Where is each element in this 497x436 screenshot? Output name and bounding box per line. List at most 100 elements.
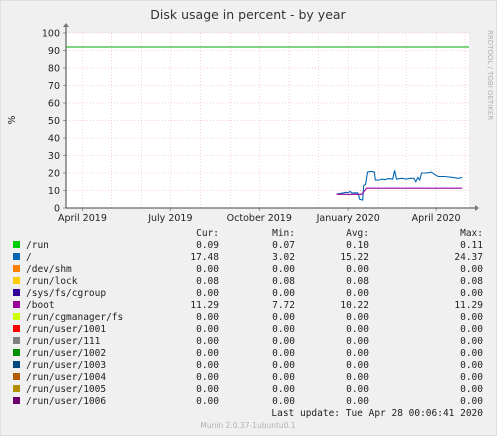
series-lines	[66, 46, 469, 201]
legend-value: 17.48	[190, 252, 219, 263]
legend-value: 10.22	[340, 300, 369, 311]
legend-value: 0.00	[272, 384, 295, 395]
legend-swatch	[13, 253, 20, 260]
legend-series-name: /run/user/1004	[26, 372, 106, 383]
legend-series-name: /run/lock	[26, 276, 78, 287]
legend-value: 3.02	[272, 252, 295, 263]
legend-value: 0.00	[196, 336, 219, 347]
legend-value: 0.00	[346, 360, 369, 371]
legend-swatch	[13, 289, 20, 296]
legend-swatch	[13, 313, 20, 320]
legend-value: 0.00	[346, 312, 369, 323]
y-tick-label: 70	[48, 81, 60, 92]
grid	[66, 32, 469, 209]
legend-value: 0.00	[196, 288, 219, 299]
y-tick-label: 10	[48, 186, 60, 197]
legend-column-header: Avg:	[346, 228, 369, 239]
legend-value: 0.00	[196, 360, 219, 371]
legend-value: 0.00	[460, 372, 483, 383]
legend-value: 0.00	[460, 396, 483, 407]
legend-value: 0.00	[460, 264, 483, 275]
y-tick-label: 40	[48, 134, 60, 145]
y-axis-arrow	[63, 23, 69, 27]
y-tick-label: 100	[42, 29, 60, 40]
rrdtool-watermark: RRDTOOL / TOBI OETIKER	[486, 30, 494, 120]
legend-series-name: /run/user/1005	[26, 384, 106, 395]
legend-value: 0.00	[346, 336, 369, 347]
legend-value: 0.00	[346, 324, 369, 335]
legend-value: 0.00	[272, 360, 295, 371]
legend-value: 0.08	[272, 276, 295, 287]
chart-title: Disk usage in percent - by year	[150, 7, 346, 22]
x-tick-label: April 2019	[58, 213, 107, 224]
legend-series-name: /run/user/1003	[26, 360, 106, 371]
legend-series-name: /run/user/1006	[26, 396, 106, 407]
legend-value: 0.00	[272, 312, 295, 323]
x-tick-label: July 2019	[147, 213, 192, 224]
legend-value: 24.37	[454, 252, 483, 263]
legend-swatch	[13, 337, 20, 344]
legend-value: 0.00	[460, 360, 483, 371]
legend-series-name: /dev/shm	[26, 264, 72, 275]
legend-value: 0.00	[196, 396, 219, 407]
legend-value: 0.00	[196, 384, 219, 395]
legend-swatch	[13, 325, 20, 332]
legend-value: 0.00	[196, 324, 219, 335]
legend-value: 0.11	[460, 240, 483, 251]
legend-value: 0.09	[196, 240, 219, 251]
y-tick-label: 80	[48, 64, 60, 75]
legend-value: 0.00	[460, 288, 483, 299]
legend-value: 0.00	[272, 372, 295, 383]
y-tick-label: 50	[48, 116, 60, 127]
legend-value: 0.08	[346, 276, 369, 287]
legend-value: 0.00	[346, 396, 369, 407]
legend-swatch	[13, 373, 20, 380]
legend-value: 0.00	[272, 288, 295, 299]
series-line	[336, 170, 463, 201]
x-axis: April 2019 July 2019 October 2019 January 2…	[58, 205, 479, 224]
legend-value: 0.00	[272, 396, 295, 407]
x-axis-arrow	[475, 205, 479, 211]
legend-value: 0.00	[460, 348, 483, 359]
legend-swatch	[13, 397, 20, 404]
legend-series-name: /run/cgmanager/fs	[26, 312, 123, 323]
series-line	[336, 187, 463, 195]
legend-value: 0.00	[460, 336, 483, 347]
legend-swatch	[13, 349, 20, 356]
legend-series-name: /run	[26, 240, 49, 251]
x-tick-label: January 2020	[316, 213, 380, 224]
legend-value: 0.00	[346, 384, 369, 395]
y-tick-label: 90	[48, 46, 60, 57]
legend-series-name: /run/user/1002	[26, 348, 106, 359]
legend-value: 0.00	[460, 384, 483, 395]
legend-value: 0.00	[346, 372, 369, 383]
legend-value: 0.00	[272, 264, 295, 275]
legend-series-name: /sys/fs/cgroup	[26, 288, 106, 299]
legend-series-name: /run/user/1001	[26, 324, 106, 335]
legend-value: 7.72	[272, 300, 295, 311]
legend-value: 0.00	[460, 312, 483, 323]
y-axis-label: %	[7, 115, 18, 124]
y-tick-label: 20	[48, 169, 60, 180]
munin-version: Munin 2.0.37-1ubuntu0.1	[200, 421, 295, 430]
x-tick-label: October 2019	[227, 213, 292, 224]
legend-swatch	[13, 265, 20, 272]
legend-swatch	[13, 241, 20, 248]
x-tick-label: April 2020	[412, 213, 461, 224]
last-update: Last update: Tue Apr 28 00:06:41 2020	[271, 408, 483, 419]
legend-value: 0.00	[272, 348, 295, 359]
legend-series-name: /boot	[26, 300, 55, 311]
legend-value: 0.00	[346, 288, 369, 299]
legend-series-name: /run/user/111	[26, 336, 101, 347]
legend-value: 0.00	[272, 324, 295, 335]
legend-column-header: Min:	[272, 228, 295, 239]
legend-swatch	[13, 361, 20, 368]
legend-value: 0.00	[196, 372, 219, 383]
legend-value: 0.00	[346, 348, 369, 359]
legend-value: 0.08	[196, 276, 219, 287]
y-tick-label: 30	[48, 151, 60, 162]
legend-value: 0.00	[196, 312, 219, 323]
legend: Cur: Min: Avg: Max: /run 0.09 0.07 0.10 0.11 / 17.…	[13, 228, 483, 407]
legend-value: 0.00	[196, 264, 219, 275]
